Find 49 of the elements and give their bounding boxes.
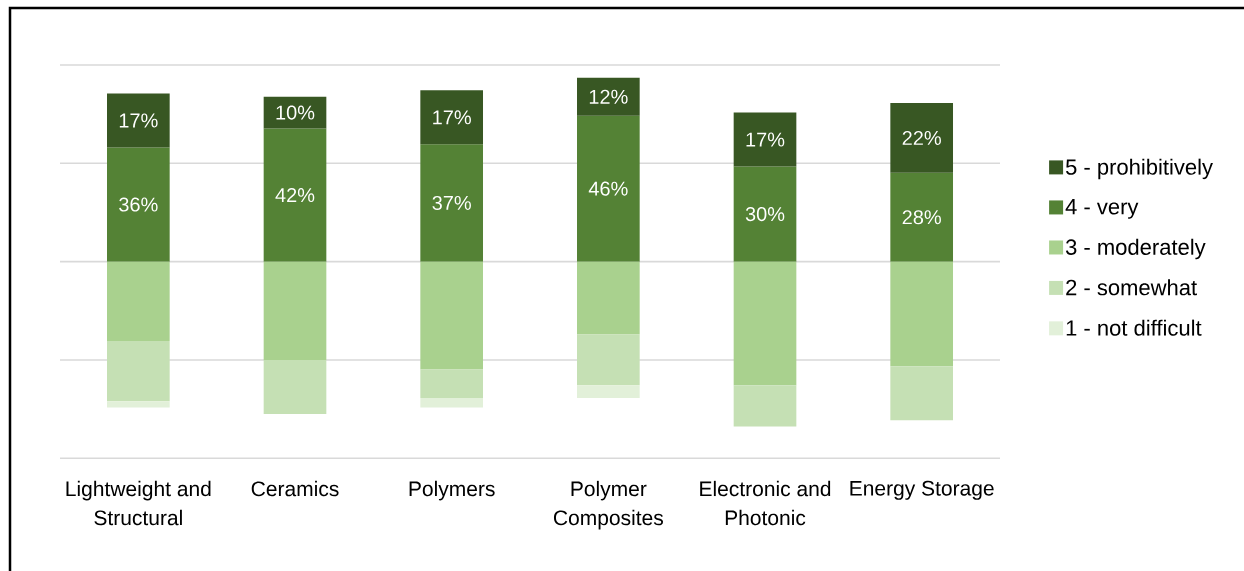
data-label: 42% [275,188,315,203]
bar [577,115,640,262]
x-tick-label: Ceramics [251,480,339,497]
bar [890,261,954,367]
bar [577,77,640,116]
bar [107,93,170,148]
x-tick-label: Polymers [409,480,495,501]
data-label: 30% [745,206,785,222]
bar [107,147,170,262]
bar [263,359,327,414]
data-label: 12% [589,89,628,104]
bar [733,385,797,427]
bar [107,261,170,341]
bar [577,334,640,386]
legend-label: 5 - prohibitively [1065,158,1213,180]
data-label: 17% [433,110,471,125]
data-label: 10% [276,105,315,120]
data-label: 37% [432,195,471,211]
bar [577,261,640,335]
bar [263,261,327,360]
bar [420,261,484,370]
bar [733,166,797,262]
x-tick-label: Electronic and Photonic [700,480,831,526]
legend-label: 4 - very [1065,199,1139,219]
bar [420,398,484,408]
bar [890,103,954,173]
data-label: 17% [119,113,158,128]
legend-label: 1 - not difficult [1066,319,1202,336]
bar [733,112,797,167]
data-label: 22% [902,130,941,145]
data-label: 17% [746,132,785,147]
bar [890,172,954,262]
data-label: 28% [902,210,941,225]
bar [420,90,484,145]
x-tick-label: Lightweight and Structural [66,480,211,526]
bar [577,385,640,399]
legend-label: 3 - moderately [1065,238,1206,260]
bar [420,369,484,399]
bar [733,261,797,386]
bar [107,340,170,402]
bar [107,401,170,408]
legend-label: 2 - somewhat [1066,279,1197,296]
bar [890,366,954,421]
x-tick-label: Polymer Composites [553,480,663,530]
x-tick-label: Energy Storage [850,480,994,500]
bar [420,144,484,262]
data-label: 46% [588,181,628,196]
data-label: 36% [119,197,158,212]
bar [263,128,327,262]
